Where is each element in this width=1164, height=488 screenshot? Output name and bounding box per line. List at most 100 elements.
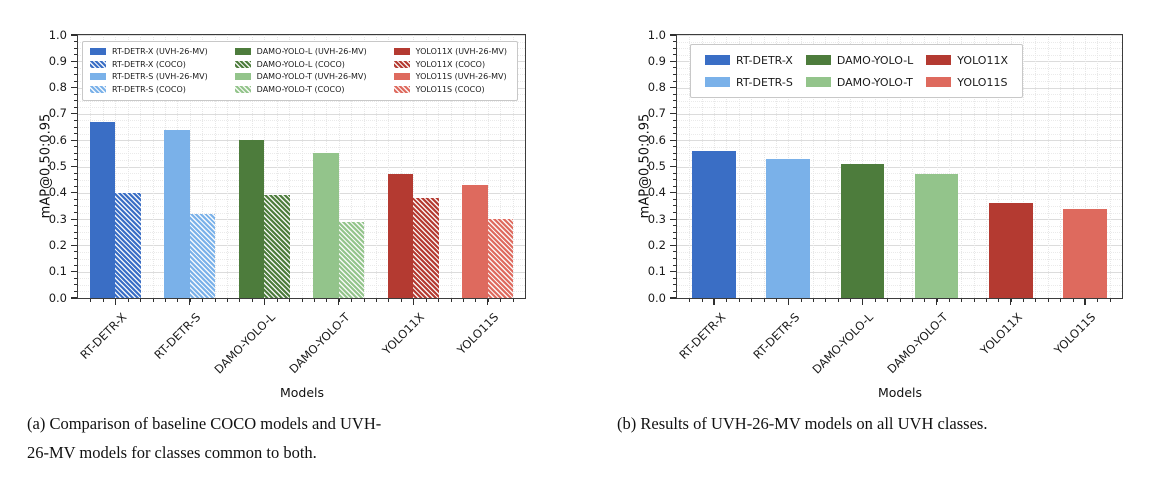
x-minor-tick <box>475 299 477 302</box>
x-minor-tick <box>177 299 179 302</box>
legend-entry: RT-DETR-S <box>705 76 793 89</box>
x-minor-tick <box>450 299 452 302</box>
legend-swatch-hatched <box>393 60 410 68</box>
x-minor-tick <box>800 299 802 302</box>
gridline-x <box>1097 35 1099 298</box>
x-minor-tick <box>239 299 241 302</box>
caption-a-line2: 26-MV models for classes common to both. <box>27 442 317 462</box>
gridline-x <box>425 35 427 298</box>
gridline-x <box>825 35 827 298</box>
x-minor-tick <box>388 299 390 302</box>
legend-label: DAMO-YOLO-L (COCO) <box>256 59 345 69</box>
y-minor-tick <box>672 159 676 161</box>
x-minor-tick <box>202 299 204 302</box>
x-minor-tick <box>127 299 129 302</box>
y-tick-label: 0.1 <box>647 264 666 279</box>
legend-swatch-hatched <box>90 60 106 68</box>
x-minor-tick <box>289 299 291 302</box>
gridline-x <box>487 35 489 298</box>
y-minor-tick <box>73 251 77 253</box>
x-minor-tick <box>1023 299 1025 302</box>
y-minor-tick <box>73 100 77 102</box>
x-tick-label: YOLO11S <box>322 306 502 357</box>
plot-area-b: RT-DETR-X RT-DETR-S DAMO-YOLO-L DAMO-YOLO-T… <box>676 34 1123 299</box>
legend-swatch <box>926 55 952 65</box>
y-minor-tick <box>672 133 676 135</box>
y-minor-tick <box>73 152 77 154</box>
y-tick <box>670 244 676 246</box>
gridline-x <box>738 35 740 298</box>
bar-RT-DETR-S-COCO <box>189 213 216 298</box>
x-minor-tick <box>986 299 988 302</box>
x-minor-tick <box>726 299 728 302</box>
gridline-x <box>450 35 452 298</box>
legend-swatch <box>805 77 831 87</box>
x-tick <box>338 299 340 305</box>
y-minor-tick <box>73 185 77 187</box>
x-tick-label-text: YOLO11S <box>454 310 502 357</box>
y-minor-tick <box>73 212 77 214</box>
y-minor-tick <box>672 172 676 174</box>
y-minor-tick <box>73 290 77 292</box>
gridline-x <box>512 35 514 298</box>
gridline-x <box>763 35 765 298</box>
y-minor-tick <box>73 231 77 233</box>
y-minor-tick <box>73 264 77 266</box>
x-minor-tick <box>1060 299 1062 302</box>
y-minor-tick <box>672 106 676 108</box>
gridline-x <box>986 35 988 298</box>
y-minor-tick <box>672 41 676 43</box>
y-minor-tick <box>672 231 676 233</box>
legend-entry: DAMO-YOLO-L (COCO) <box>234 59 367 69</box>
y-minor-tick <box>73 80 77 82</box>
x-minor-tick <box>214 299 216 302</box>
y-tick <box>71 34 77 36</box>
legend-label: RT-DETR-X (UVH-26-MV) <box>112 46 208 56</box>
y-minor-tick <box>73 47 77 49</box>
y-tick-label: 0.9 <box>647 53 666 68</box>
y-tick <box>670 271 676 273</box>
legend-entry: YOLO11X (UVH-26-MV) <box>393 47 507 56</box>
gridline-x <box>462 35 464 298</box>
x-tick <box>114 299 116 305</box>
x-minor-tick <box>313 299 315 302</box>
caption-b: (b) Results of UVH-26-MV models on all U… <box>617 410 1162 439</box>
y-minor-tick <box>672 119 676 121</box>
x-minor-tick <box>788 299 790 302</box>
legend-entry: RT-DETR-S (UVH-26-MV) <box>90 72 208 81</box>
legend-entry: YOLO11S (COCO) <box>393 85 507 95</box>
y-tick-label: 0.0 <box>48 290 67 305</box>
bar-DAMO-YOLO-L-COCO <box>264 195 290 298</box>
x-minor-tick <box>837 299 839 302</box>
legend-entry: DAMO-YOLO-T <box>805 76 914 89</box>
x-minor-tick <box>90 299 92 302</box>
x-minor-tick <box>102 299 104 302</box>
x-minor-tick <box>338 299 340 302</box>
legend-entry: YOLO11S <box>926 76 1008 89</box>
y-tick-label: 0.0 <box>647 290 666 305</box>
chart-a: mAP@0.50:0.95 RT-DETR-X (UVH-26-MV) RT-DE… <box>0 0 582 410</box>
x-minor-tick <box>899 299 901 302</box>
legend-entry: DAMO-YOLO-T (UVH-26-MV) <box>234 72 367 81</box>
legend-label: YOLO11S (UVH-26-MV) <box>415 72 507 82</box>
x-minor-tick <box>251 299 253 302</box>
gridline-x <box>689 35 691 298</box>
legend-label: YOLO11S (COCO) <box>415 85 485 95</box>
legend-entry: YOLO11X (COCO) <box>393 60 507 69</box>
legend-entry: DAMO-YOLO-T (COCO) <box>234 85 367 94</box>
x-minor-tick <box>115 299 117 302</box>
y-minor-tick <box>73 172 77 174</box>
legend-label: YOLO11S <box>957 75 1008 89</box>
x-axis-label-a: Models <box>279 385 325 400</box>
y-tick <box>670 192 676 194</box>
bar-RT-DETR-X-UVH-26-MV <box>692 150 736 298</box>
gridline-x <box>115 35 117 298</box>
y-minor-tick <box>672 185 676 187</box>
x-minor-tick <box>701 299 703 302</box>
gridline-x <box>214 35 216 298</box>
caption-a: (a) Comparison of baseline COCO models a… <box>27 410 502 468</box>
gridline-x <box>376 35 377 298</box>
x-minor-tick <box>825 299 827 302</box>
y-minor-tick <box>672 47 676 49</box>
legend-label: RT-DETR-S (COCO) <box>112 85 186 95</box>
